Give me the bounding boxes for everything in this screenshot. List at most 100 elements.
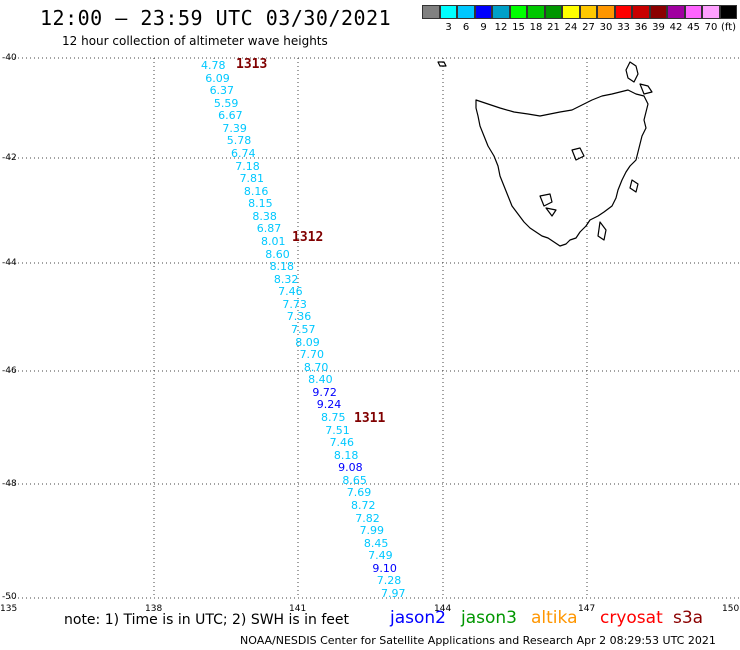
- wave-height-value: 8.72: [351, 499, 376, 512]
- wave-height-value: 7.46: [278, 285, 303, 299]
- satellite-jason3: jason3: [461, 608, 517, 628]
- wave-height-value: 5.78: [226, 134, 252, 148]
- map-subtitle: 12 hour collection of altimeter wave hei…: [62, 34, 328, 48]
- wave-height-value: 7.18: [235, 159, 260, 173]
- wave-height-value: 8.75: [321, 411, 346, 424]
- satellite-altika: altika: [531, 608, 578, 628]
- legend-swatch: [614, 5, 632, 19]
- maria-island: [629, 179, 639, 193]
- legend-label: 27: [582, 22, 595, 33]
- legend-label: 12: [494, 22, 508, 33]
- wave-height-value: 7.69: [346, 486, 372, 500]
- legend-swatch: [422, 5, 440, 19]
- wave-height-value: 7.97: [381, 587, 406, 600]
- wave-height-value: 6.67: [218, 109, 243, 123]
- legend-label: 6: [462, 22, 470, 33]
- legend-label: 42: [669, 22, 683, 33]
- lat-label: -42: [2, 153, 17, 163]
- footer-credit: NOAA/NESDIS Center for Satellite Applica…: [240, 634, 716, 647]
- wave-height-value: 8.32: [273, 272, 299, 286]
- wave-height-value: 6.87: [256, 222, 282, 236]
- wave-height-value: 9.08: [338, 461, 363, 475]
- legend-label: 9: [480, 22, 487, 33]
- flinders-island: [625, 61, 639, 83]
- satellite-jason2: jason2: [390, 608, 446, 628]
- wave-height-value: 7.39: [222, 121, 247, 135]
- legend-label: 18: [529, 22, 543, 33]
- wave-height-value: 8.40: [308, 373, 333, 387]
- legend-label: 45: [687, 22, 700, 33]
- lon-label: 147: [578, 604, 596, 614]
- tasmania-mainland: [475, 89, 649, 247]
- map-title: 12:00 – 23:59 UTC 03/30/2021: [40, 6, 392, 30]
- pass-number: 1313: [236, 57, 268, 72]
- lake-gordon: [539, 193, 553, 207]
- wave-height-value: 7.46: [329, 436, 355, 450]
- lon-label: 135: [0, 604, 18, 614]
- lon-label: 144: [434, 604, 452, 614]
- legend-swatch: [684, 5, 702, 19]
- legend-swatch: [579, 5, 597, 19]
- satellite-cryosat: cryosat: [600, 608, 663, 628]
- lat-label: -50: [2, 592, 17, 602]
- tasmania-coastline: [437, 61, 653, 247]
- wave-height-value: 8.16: [243, 184, 269, 198]
- wave-height-value: 8.65: [342, 473, 367, 487]
- legend-swatch: [667, 5, 685, 19]
- legend-label: 3: [445, 22, 452, 33]
- legend-label: 36: [634, 22, 648, 33]
- lat-label: -44: [2, 258, 17, 268]
- lon-label: 150: [722, 604, 740, 614]
- wave-height-value: 8.60: [265, 247, 290, 261]
- legend-label: 30: [599, 22, 613, 33]
- legend-swatch: [527, 5, 545, 19]
- legend-label: 21: [547, 22, 560, 33]
- wave-height-value: 9.72: [312, 385, 337, 399]
- wave-height-value: 9.24: [316, 398, 342, 412]
- great-lake: [571, 147, 585, 161]
- legend-swatch: [562, 5, 580, 19]
- wave-height-value: 7.57: [291, 323, 316, 336]
- lat-label: -40: [2, 53, 17, 63]
- wave-height-value: 8.15: [248, 197, 273, 211]
- legend-swatch: [632, 5, 650, 19]
- wave-height-value: 7.99: [359, 524, 385, 538]
- lon-label: 138: [145, 604, 163, 614]
- wave-height-value: 7.70: [299, 348, 325, 362]
- lat-label: -48: [2, 479, 17, 489]
- bruny-island: [597, 221, 607, 241]
- wave-height-value: 6.37: [209, 84, 235, 98]
- wave-height-value: 7.36: [286, 310, 312, 324]
- wave-height-value: 8.18: [333, 448, 359, 462]
- lat-label: -46: [2, 366, 17, 376]
- legend-swatch: [492, 5, 510, 19]
- legend-label: 70: [704, 22, 718, 33]
- wave-height-value: 7.82: [355, 511, 380, 525]
- legend-swatch: [457, 5, 475, 19]
- lake-pedder: [545, 207, 557, 217]
- wave-height-value: 8.38: [252, 209, 277, 223]
- legend-label: 33: [617, 22, 630, 33]
- cape-barren-island: [639, 83, 653, 95]
- wave-height-value: 8.45: [363, 536, 389, 550]
- legend-swatch: [649, 5, 667, 19]
- pass-number: 1312: [292, 230, 324, 245]
- wave-height-value: 9.10: [372, 561, 397, 575]
- wave-height-value: 4.78: [201, 59, 226, 72]
- king-island: [437, 61, 447, 67]
- wave-height-value: 7.51: [325, 423, 350, 437]
- graticule: [10, 57, 740, 599]
- wave-height-value: 8.01: [261, 235, 286, 248]
- footer-note: note: 1) Time is in UTC; 2) SWH is in fe…: [64, 612, 350, 628]
- legend-swatch: [719, 5, 737, 19]
- legend-unit: (ft): [720, 22, 737, 33]
- wave-height-value: 8.70: [303, 360, 329, 374]
- pass-number: 1311: [354, 411, 386, 426]
- legend-label: 15: [512, 22, 525, 33]
- wave-height-value: 6.09: [205, 71, 230, 85]
- lon-label: 141: [289, 604, 307, 614]
- legend-swatch: [474, 5, 492, 19]
- satellite-s3a: s3a: [673, 608, 704, 628]
